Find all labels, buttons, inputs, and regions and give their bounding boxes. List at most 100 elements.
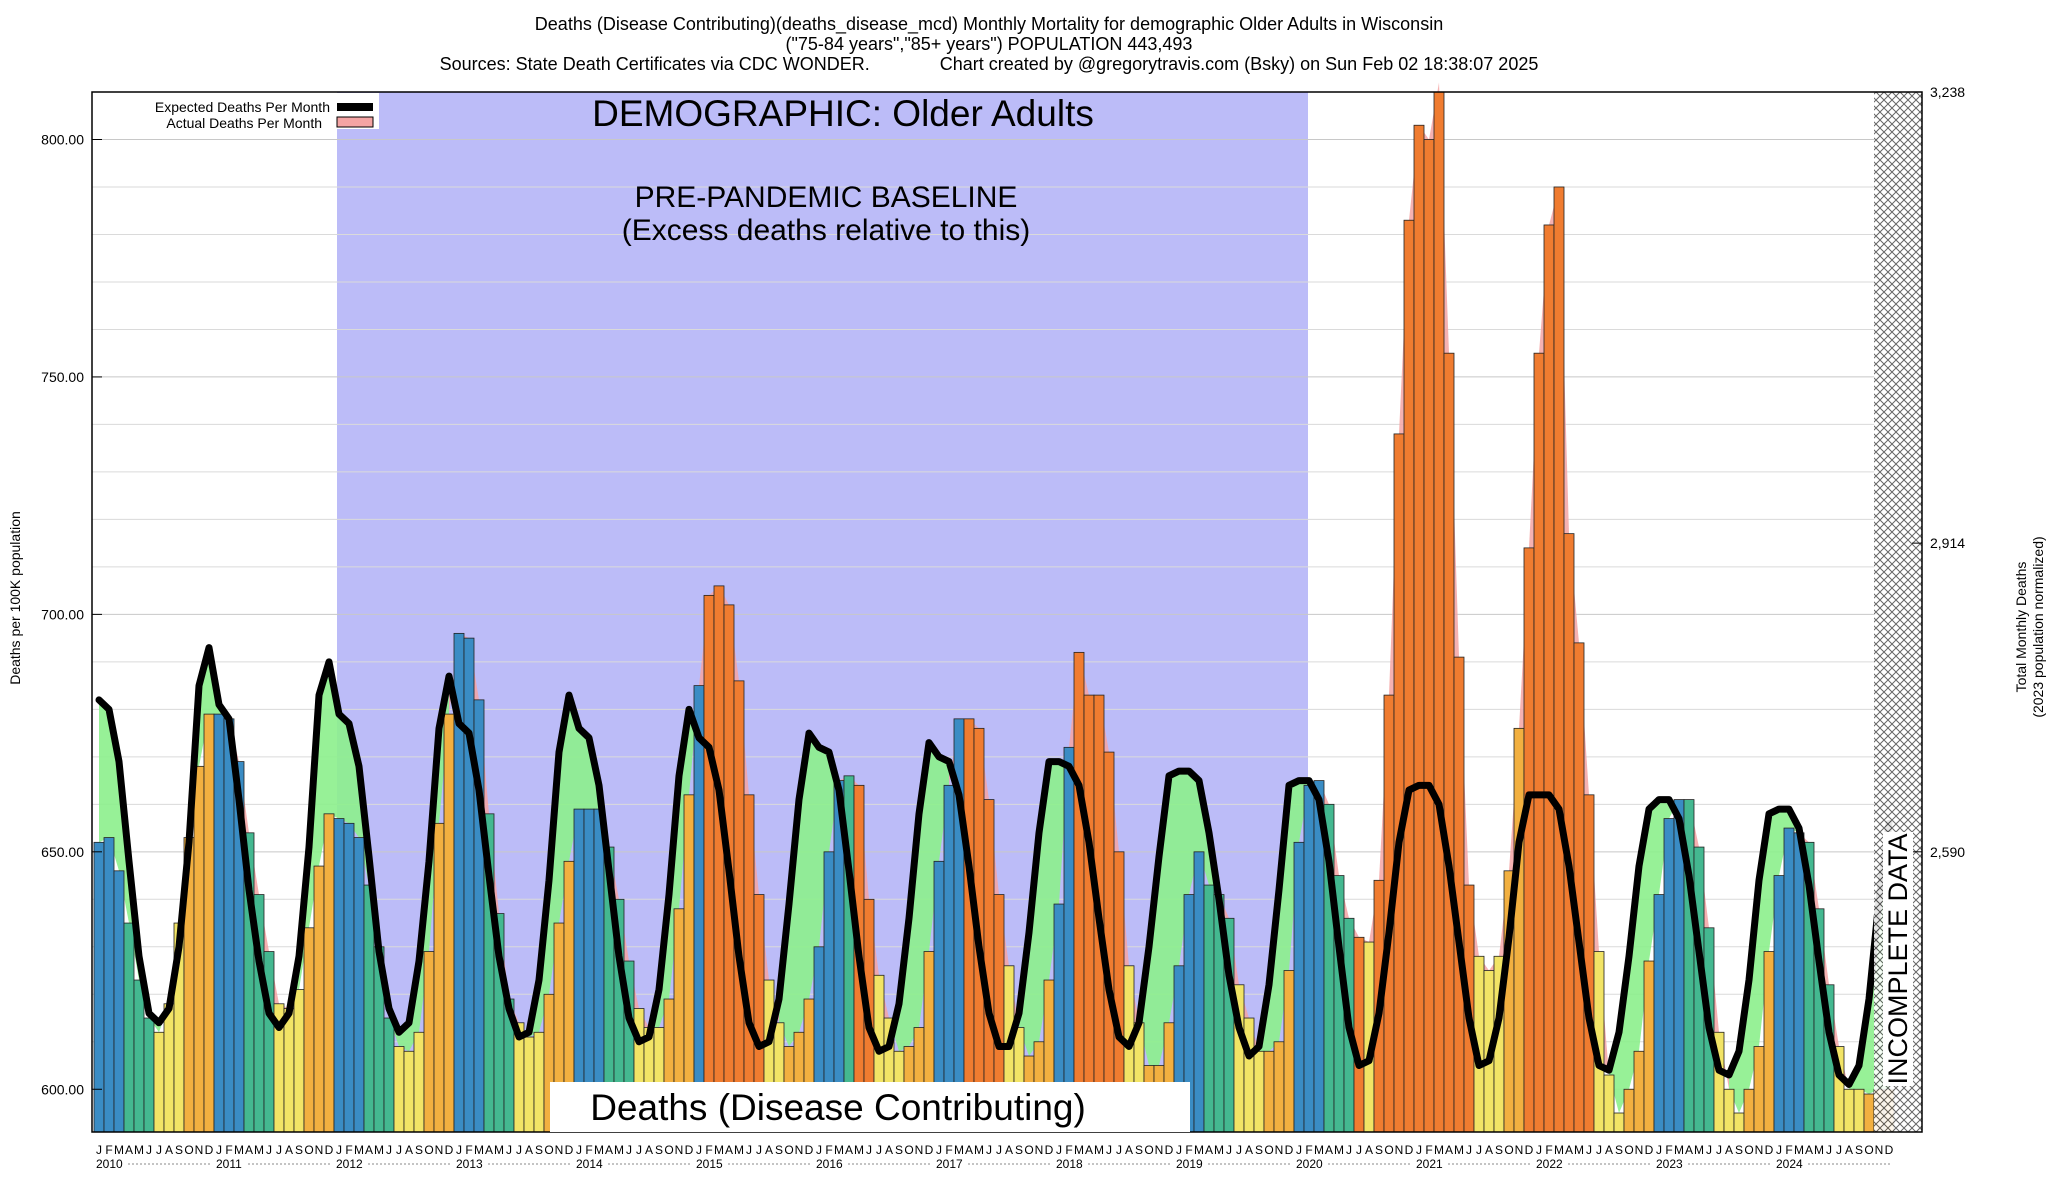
- bar-44: [533, 1031, 545, 1133]
- bar-120: [1293, 841, 1305, 1133]
- bar-61: [703, 594, 715, 1133]
- legend: Expected Deaths Per Month Actual Deaths …: [93, 93, 379, 131]
- month-tick-label: A: [645, 1143, 653, 1157]
- bar-11: [203, 713, 215, 1133]
- month-tick-label: S: [1135, 1143, 1143, 1157]
- bar-116: [1253, 1050, 1265, 1133]
- month-tick-label: M: [114, 1143, 124, 1157]
- month-tick-label: F: [345, 1143, 352, 1157]
- month-tick-label: D: [325, 1143, 334, 1157]
- month-tick-label: S: [1855, 1143, 1863, 1157]
- month-tick-label: A: [605, 1143, 613, 1157]
- month-tick-label: O: [184, 1143, 193, 1157]
- month-tick-label: O: [304, 1143, 313, 1157]
- month-tick-label: N: [1515, 1143, 1524, 1157]
- bar-24: [333, 818, 345, 1133]
- legend-expected-swatch: [337, 103, 373, 111]
- month-tick-label: N: [1875, 1143, 1884, 1157]
- month-tick-label: M: [474, 1143, 484, 1157]
- month-tick-label: M: [1694, 1143, 1704, 1157]
- month-tick-label: A: [1085, 1143, 1093, 1157]
- month-tick-label: M: [1794, 1143, 1804, 1157]
- month-tick-label: S: [1495, 1143, 1503, 1157]
- month-tick-label: A: [285, 1143, 293, 1157]
- month-tick-label: D: [445, 1143, 454, 1157]
- bar-25: [343, 822, 355, 1133]
- month-tick-label: A: [965, 1143, 973, 1157]
- month-tick-label: J: [1466, 1143, 1472, 1157]
- month-tick-label: A: [1725, 1143, 1733, 1157]
- month-tick-label: J: [1056, 1143, 1062, 1157]
- month-tick-label: J: [146, 1143, 152, 1157]
- right-tick-label: 3,238: [1930, 84, 1965, 100]
- bar-153: [1623, 1088, 1635, 1133]
- month-tick-label: A: [245, 1143, 253, 1157]
- month-tick-label: J: [996, 1143, 1002, 1157]
- month-tick-label: F: [825, 1143, 832, 1157]
- month-tick-label: F: [465, 1143, 472, 1157]
- bar-37: [463, 637, 475, 1133]
- month-tick-label: D: [1285, 1143, 1294, 1157]
- right-tick-label: 2,590: [1930, 844, 1965, 860]
- month-tick-label: J: [696, 1143, 702, 1157]
- month-tick-label: A: [1485, 1143, 1493, 1157]
- y-tick-label: 750.00: [41, 369, 84, 385]
- month-tick-label: J: [1416, 1143, 1422, 1157]
- month-tick-label: F: [225, 1143, 232, 1157]
- month-tick-label: M: [1074, 1143, 1084, 1157]
- month-tick-label: N: [1635, 1143, 1644, 1157]
- month-tick-label: M: [734, 1143, 744, 1157]
- month-tick-label: J: [1346, 1143, 1352, 1157]
- bar-5: [143, 1017, 155, 1133]
- bar-169: [1783, 827, 1795, 1133]
- month-tick-label: F: [1785, 1143, 1792, 1157]
- month-tick-label: M: [594, 1143, 604, 1157]
- month-tick-label: O: [1384, 1143, 1393, 1157]
- month-tick-label: S: [535, 1143, 543, 1157]
- month-tick-label: O: [424, 1143, 433, 1157]
- month-tick-label: J: [1296, 1143, 1302, 1157]
- year-tick-label: 2023: [1656, 1157, 1683, 1171]
- month-tick-label: J: [866, 1143, 872, 1157]
- bar-130: [1393, 433, 1405, 1133]
- month-tick-label: M: [1094, 1143, 1104, 1157]
- month-tick-label: S: [655, 1143, 663, 1157]
- right-tick-label: 2,914: [1930, 535, 1965, 551]
- month-tick-label: M: [1574, 1143, 1584, 1157]
- baseline-label: PRE-PANDEMIC BASELINE: [635, 181, 1018, 214]
- bar-118: [1273, 1041, 1285, 1133]
- year-tick-label: 2021: [1416, 1157, 1443, 1171]
- bar-32: [413, 1031, 425, 1133]
- month-tick-label: S: [1015, 1143, 1023, 1157]
- month-tick-label: J: [576, 1143, 582, 1157]
- month-tick-label: J: [506, 1143, 512, 1157]
- year-tick-label: 2020: [1296, 1157, 1323, 1171]
- month-tick-label: M: [494, 1143, 504, 1157]
- month-tick-label: S: [1735, 1143, 1743, 1157]
- year-tick-label: 2014: [576, 1157, 603, 1171]
- bar-26: [353, 837, 365, 1133]
- incomplete-data-label: INCOMPLETE DATA: [1883, 832, 1913, 1086]
- bar-12: [213, 713, 225, 1133]
- bar-166: [1753, 1046, 1765, 1133]
- bar-21: [303, 927, 315, 1133]
- bar-176: [1853, 1088, 1865, 1133]
- month-tick-label: J: [1826, 1143, 1832, 1157]
- month-tick-label: A: [165, 1143, 173, 1157]
- month-tick-label: J: [386, 1143, 392, 1157]
- month-tick-label: A: [405, 1143, 413, 1157]
- month-tick-label: J: [1706, 1143, 1712, 1157]
- month-tick-label: D: [565, 1143, 574, 1157]
- bar-23: [323, 813, 335, 1133]
- month-tick-label: S: [775, 1143, 783, 1157]
- month-tick-label: A: [845, 1143, 853, 1157]
- bar-59: [683, 794, 695, 1133]
- month-tick-label: M: [1334, 1143, 1344, 1157]
- bar-43: [523, 1036, 535, 1133]
- month-tick-label: J: [756, 1143, 762, 1157]
- month-tick-label: A: [765, 1143, 773, 1157]
- month-tick-label: J: [1836, 1143, 1842, 1157]
- month-tick-label: N: [1395, 1143, 1404, 1157]
- legend-expected-label: Expected Deaths Per Month: [155, 99, 330, 115]
